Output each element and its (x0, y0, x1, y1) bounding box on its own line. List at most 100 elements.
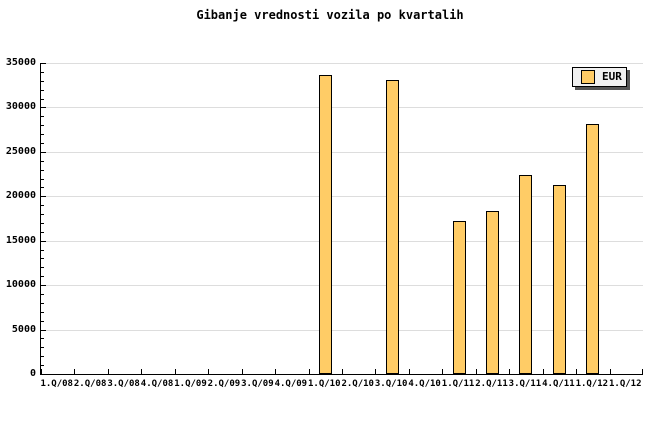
y-axis-minor-tick (41, 294, 44, 296)
y-axis-minor-tick (41, 160, 44, 162)
bar (385, 79, 399, 374)
y-axis-minor-tick (41, 214, 44, 216)
x-tick-label: 3.Q/09 (241, 379, 274, 389)
x-axis-tick (543, 369, 544, 374)
x-tick-label: 1.Q/10 (308, 379, 341, 389)
gridline (41, 63, 643, 64)
x-axis-tick (342, 369, 343, 374)
x-axis-tick (242, 369, 243, 374)
legend-swatch-icon (581, 70, 595, 84)
y-axis-minor-tick (41, 347, 44, 349)
y-tick-label: 15000 (5, 234, 36, 246)
x-axis-tick (275, 369, 276, 374)
plot-area (40, 63, 643, 375)
y-axis-minor-tick (41, 98, 44, 100)
y-tick-label: 5000 (11, 323, 36, 335)
x-axis-tick (141, 369, 142, 374)
x-axis-tick (74, 369, 75, 374)
y-tick-label: 0 (29, 368, 36, 379)
y-axis-major-tick (41, 107, 46, 109)
y-axis-minor-tick (41, 187, 44, 189)
bar (318, 74, 332, 374)
y-axis-major-tick (41, 285, 46, 287)
y-axis-minor-tick (41, 302, 44, 304)
x-tick-label: 3.Q/10 (374, 379, 408, 389)
x-tick-label: 2.Q/10 (341, 379, 374, 389)
y-axis-major-tick (41, 63, 46, 64)
x-tick-label: 1.Q/09 (174, 379, 207, 389)
x-axis-tick (375, 369, 376, 374)
x-axis-tick (208, 369, 209, 374)
y-axis-minor-tick (41, 222, 44, 224)
x-tick-label: 2.Q/11 (475, 379, 508, 389)
x-axis-tick (509, 369, 510, 374)
gridline (41, 329, 643, 331)
x-tick-label: 4.Q/09 (274, 379, 308, 389)
y-tick-label: 20000 (5, 190, 36, 202)
bar (486, 210, 499, 374)
y-axis-minor-tick (41, 125, 44, 127)
bar (586, 124, 600, 374)
x-tick-label: 1.Q/12 (575, 379, 609, 389)
gridline (41, 107, 643, 109)
y-axis-minor-tick (41, 365, 44, 367)
x-axis-tick (175, 369, 176, 374)
y-axis-minor-tick (41, 267, 44, 269)
x-tick-label: 3.Q/08 (107, 379, 140, 389)
y-axis-major-tick (41, 151, 46, 153)
y-axis-minor-tick (41, 258, 44, 260)
y-axis-minor-tick (41, 276, 44, 278)
x-axis-tick (108, 369, 109, 374)
y-axis-minor-tick (41, 231, 44, 233)
gridline (41, 151, 643, 153)
y-axis-minor-tick (41, 311, 44, 313)
x-tick-label: 1.Q/12 (609, 379, 642, 389)
x-axis-tick (309, 369, 310, 374)
x-axis-tick (642, 369, 643, 374)
y-axis-minor-tick (41, 89, 44, 91)
x-tick-label: 2.Q/08 (73, 379, 107, 389)
y-axis-minor-tick (41, 116, 44, 118)
y-axis-minor-tick (41, 80, 44, 82)
x-axis-tick (41, 369, 42, 374)
bar (452, 220, 466, 374)
bar (519, 174, 533, 374)
x-tick-label: 1.Q/11 (441, 379, 475, 389)
x-axis-tick (476, 369, 477, 374)
y-axis-minor-tick (41, 169, 44, 171)
y-axis-minor-tick (41, 249, 44, 251)
gridline (41, 240, 643, 242)
x-tick-label: 4.Q/08 (140, 379, 174, 389)
y-axis-minor-tick (41, 71, 44, 73)
y-axis-major-tick (41, 329, 46, 331)
y-axis-major-tick (41, 240, 46, 242)
x-tick-label: 4.Q/11 (542, 379, 575, 389)
gridline (41, 196, 643, 198)
bar (552, 184, 566, 374)
x-tick-label: 1.Q/08 (40, 379, 73, 389)
y-axis-minor-tick (41, 320, 44, 322)
legend-label: EUR (602, 70, 622, 83)
x-tick-label: 4.Q/10 (408, 379, 441, 389)
y-axis-minor-tick (41, 338, 44, 340)
y-axis-minor-tick (41, 356, 44, 358)
legend: EUR (572, 67, 627, 87)
y-axis-minor-tick (41, 205, 44, 207)
chart-title: Gibanje vrednosti vozila po kvartalih (196, 8, 464, 22)
y-tick-label: 10000 (5, 279, 36, 291)
x-axis-tick (610, 369, 611, 374)
y-axis-minor-tick (41, 178, 44, 180)
x-axis-tick (442, 369, 443, 374)
y-axis-minor-tick (41, 142, 44, 144)
x-axis-tick (409, 369, 410, 374)
y-tick-label: 35000 (5, 57, 36, 68)
y-tick-label: 25000 (5, 145, 36, 157)
y-tick-label: 30000 (5, 101, 36, 113)
gridline (41, 285, 643, 287)
y-axis-major-tick (41, 196, 46, 198)
y-axis-minor-tick (41, 134, 44, 136)
x-tick-label: 3.Q/11 (508, 379, 542, 389)
x-axis-tick (576, 369, 577, 374)
x-tick-label: 2.Q/09 (207, 379, 241, 389)
